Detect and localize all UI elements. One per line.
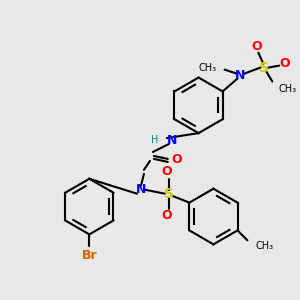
Text: CH₃: CH₃ [255,241,274,251]
Text: S: S [259,61,269,75]
Text: CH₃: CH₃ [199,63,217,73]
Text: O: O [161,209,172,222]
Text: Br: Br [82,249,97,262]
Text: O: O [161,165,172,178]
Text: S: S [164,187,174,201]
Text: H: H [152,135,159,145]
Text: N: N [235,69,246,82]
Text: O: O [280,57,290,70]
Text: O: O [171,153,182,167]
Text: N: N [136,183,146,196]
Text: CH₃: CH₃ [278,84,296,94]
Text: O: O [251,40,262,53]
Text: N: N [167,134,177,147]
